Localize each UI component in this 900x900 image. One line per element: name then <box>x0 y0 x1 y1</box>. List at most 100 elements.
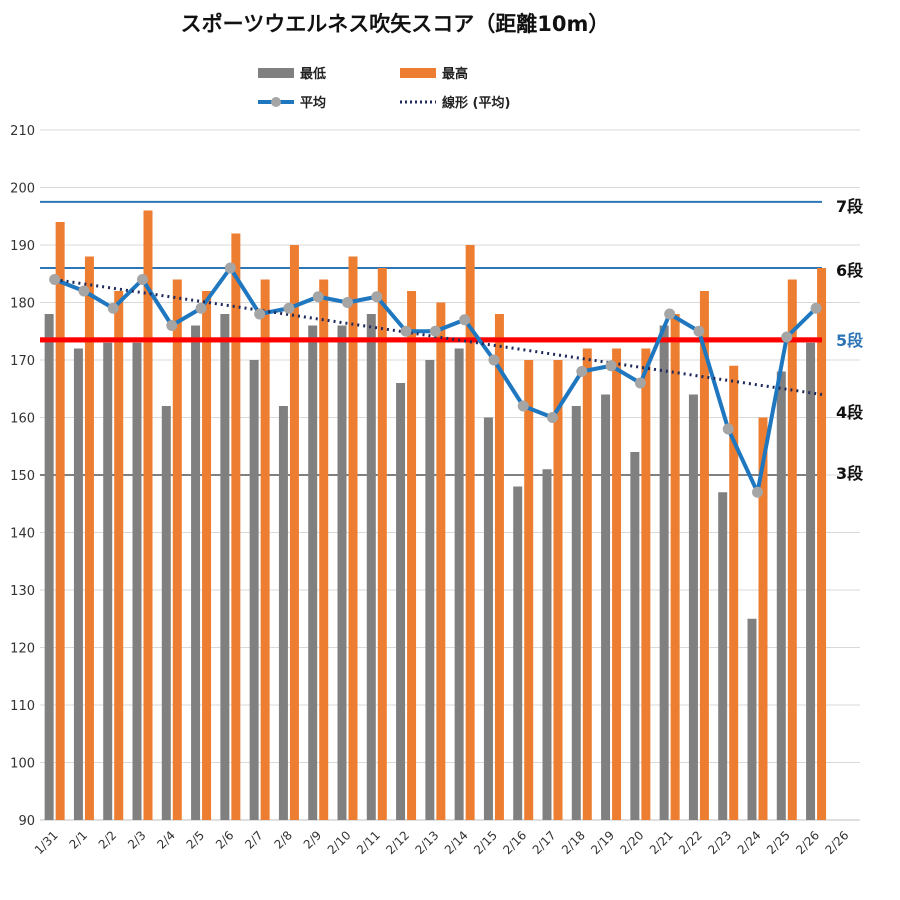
x-tick-label: 2/6 <box>213 828 237 852</box>
bar-min <box>513 486 523 820</box>
bar-min <box>601 394 611 820</box>
bar-max <box>231 233 241 820</box>
y-tick-label: 190 <box>10 239 35 254</box>
average-point <box>810 302 822 314</box>
bar-max <box>612 348 622 820</box>
bar-max <box>84 256 94 820</box>
legend-label-trend: 線形 (平均) <box>442 96 511 111</box>
bar-max <box>494 314 504 820</box>
bar-min <box>132 342 142 820</box>
x-tick-label: 2/11 <box>354 828 383 857</box>
reference-label: 3段 <box>836 464 864 483</box>
x-tick-label: 2/26 <box>823 828 852 857</box>
average-point <box>459 314 471 326</box>
average-point <box>254 308 266 320</box>
y-tick-label: 150 <box>10 469 35 484</box>
x-tick-label: 2/16 <box>500 828 529 857</box>
bar-min <box>542 469 552 820</box>
bar-min <box>688 394 698 820</box>
reference-label: 5段 <box>836 331 864 350</box>
bar-min <box>630 452 640 820</box>
bar-max <box>172 279 182 820</box>
x-tick-label: 2/26 <box>793 828 822 857</box>
x-tick-label: 2/20 <box>618 828 647 857</box>
average-point <box>664 308 676 320</box>
average-point <box>49 274 61 285</box>
bar-min <box>44 314 54 820</box>
bar-min <box>454 348 464 820</box>
bar-min <box>103 342 113 820</box>
y-tick-label: 130 <box>10 584 35 599</box>
legend-item-min: 最低 <box>258 63 326 82</box>
bar-max <box>289 245 299 820</box>
bar-min <box>191 325 201 820</box>
average-point <box>400 325 412 337</box>
average-point <box>283 302 295 314</box>
bar-min <box>718 492 728 820</box>
bar-min <box>396 383 406 820</box>
y-tick-label: 180 <box>10 297 35 312</box>
reference-label: 6段 <box>836 261 864 280</box>
bar-max <box>348 256 358 820</box>
average-point <box>605 360 617 372</box>
bar-min <box>659 325 669 820</box>
bar-max <box>787 279 797 820</box>
legend-swatch-max <box>400 67 436 78</box>
average-point <box>78 285 90 297</box>
average-point <box>781 331 793 343</box>
bar-max <box>699 291 709 820</box>
bar-min <box>571 406 581 820</box>
legend-item-max: 最高 <box>400 63 468 82</box>
x-tick-label: 2/23 <box>705 828 734 857</box>
bar-min <box>425 360 435 820</box>
bar-max <box>55 222 65 820</box>
average-point <box>166 320 178 331</box>
x-tick-label: 2/3 <box>125 828 149 852</box>
bar-max <box>641 348 651 820</box>
x-tick-label: 2/12 <box>383 828 412 857</box>
legend-label-max: 最高 <box>442 67 469 82</box>
legend-swatch-avg <box>258 94 294 110</box>
average-point <box>371 291 383 303</box>
y-tick-label: 120 <box>10 642 35 657</box>
x-tick-label: 2/1 <box>66 828 90 852</box>
legend-swatch-min <box>258 67 294 78</box>
bar-max <box>729 365 739 820</box>
x-tick-label: 2/24 <box>735 828 764 857</box>
reference-label: 7段 <box>836 197 864 216</box>
average-point <box>547 412 558 423</box>
bar-max <box>465 245 475 820</box>
bar-min <box>278 406 288 820</box>
x-tick-label: 2/10 <box>325 828 354 857</box>
average-point <box>488 354 500 366</box>
y-tick-label: 200 <box>10 182 35 197</box>
x-tick-label: 2/2 <box>96 828 120 852</box>
bar-min <box>73 348 83 820</box>
x-tick-label: 2/25 <box>764 828 793 857</box>
x-tick-label: 2/5 <box>184 828 208 852</box>
x-tick-label: 2/21 <box>647 828 676 857</box>
bar-max <box>114 291 124 820</box>
x-tick-label: 2/17 <box>530 828 559 857</box>
average-point <box>195 302 207 314</box>
legend-item-trend: 線形 (平均) <box>400 92 510 111</box>
average-point <box>693 325 705 337</box>
bar-min <box>249 360 259 820</box>
average-point <box>342 297 353 308</box>
legend-label-avg: 平均 <box>300 96 327 111</box>
x-tick-label: 2/14 <box>442 828 471 857</box>
bar-max <box>377 268 387 820</box>
x-tick-label: 2/15 <box>471 828 500 857</box>
average-point <box>752 486 763 498</box>
x-tick-label: 2/13 <box>413 828 442 857</box>
average-point <box>634 377 646 389</box>
bar-min <box>483 417 493 820</box>
average-point <box>137 274 148 285</box>
x-tick-label: 2/8 <box>271 828 295 852</box>
legend-label-min: 最低 <box>300 67 327 82</box>
x-tick-label: 2/9 <box>301 828 325 852</box>
chart-title: スポーツウエルネス吹矢スコア（距離10m） <box>180 12 610 36</box>
bar-max <box>670 314 680 820</box>
bar-min <box>747 618 757 820</box>
